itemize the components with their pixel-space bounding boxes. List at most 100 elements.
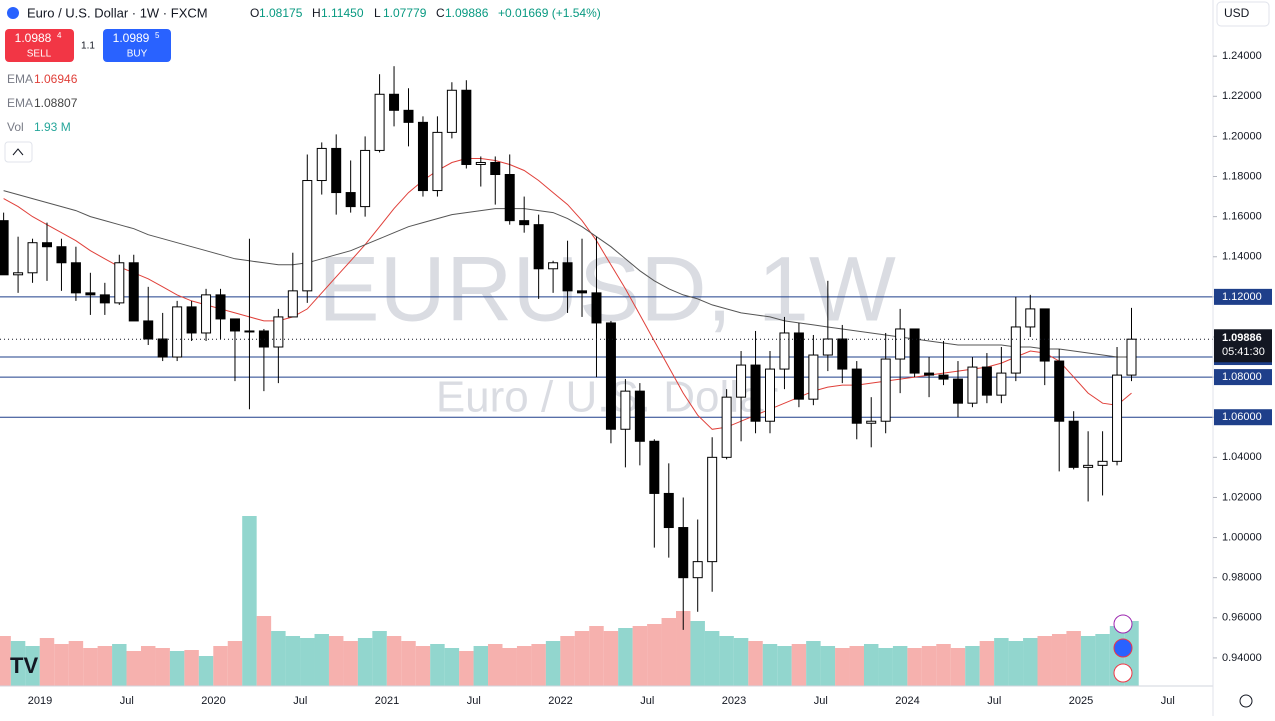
candle-body	[374, 93, 385, 151]
event-icon[interactable]	[1113, 614, 1133, 634]
sell-price: 1.0988	[15, 31, 52, 45]
volume-bar	[140, 646, 156, 686]
volume-bar	[1023, 638, 1038, 686]
event-icon[interactable]	[1113, 638, 1133, 658]
volume-bar	[516, 646, 532, 686]
volume-bar	[430, 644, 445, 686]
ohlc-key: O	[250, 6, 259, 20]
y-tick-label: 1.16000	[1222, 211, 1262, 223]
ohlc-header: O 1.08175 H 1.11450 L 1.07779 C 1.09886 +0.01669…	[250, 6, 601, 20]
volume-bar	[314, 634, 329, 686]
sell-button[interactable]	[5, 29, 74, 62]
volume-bar	[169, 651, 185, 686]
ohlc-value: 1.09886	[445, 6, 489, 20]
volume-bar	[835, 648, 850, 686]
x-tick-label: 2024	[895, 695, 919, 707]
level-tag	[1214, 409, 1272, 426]
volume-bar	[68, 641, 84, 686]
volume-bar	[762, 644, 778, 686]
volume-bar	[39, 638, 55, 686]
volume-bar	[227, 641, 243, 686]
volume-bar	[632, 626, 648, 686]
ohlc-change: +0.01669 (+1.54%)	[498, 6, 601, 20]
volume-bar	[386, 636, 402, 686]
candle-body	[1112, 374, 1123, 462]
candle-body	[562, 262, 573, 292]
y-tick-label: 0.98000	[1222, 572, 1262, 584]
volume-bar	[820, 646, 836, 686]
indicator-name: EMA	[7, 72, 33, 86]
candle-body	[403, 109, 414, 123]
candle-body	[793, 332, 804, 400]
y-tick-label: 0.94000	[1222, 652, 1262, 664]
candle-body	[331, 147, 342, 194]
candle-body	[157, 338, 168, 358]
sell-label: SELL	[27, 49, 52, 60]
volume-bar	[328, 636, 344, 686]
collapse-button[interactable]	[4, 141, 33, 163]
level-tag	[1214, 369, 1272, 386]
candle-body	[721, 396, 732, 458]
x-tick-label: Jul	[467, 695, 481, 707]
volume-bar	[950, 648, 966, 686]
candle-body	[663, 492, 674, 529]
volume-bar	[155, 648, 170, 686]
volume-bar	[343, 641, 358, 686]
volume-bar	[921, 646, 937, 686]
volume-bar	[777, 646, 792, 686]
candle-body	[316, 147, 327, 182]
ohlc-value: 1.07779	[383, 6, 427, 20]
volume-bar	[1080, 636, 1096, 686]
candle-body	[27, 242, 38, 274]
volume-bar	[372, 631, 387, 686]
volume-bar	[936, 644, 951, 686]
volume-bar	[54, 644, 69, 686]
volume-bar	[1095, 634, 1110, 686]
candle-body	[707, 456, 718, 563]
volume-bar	[502, 648, 517, 686]
level-tag	[1214, 288, 1272, 305]
volume-bar	[574, 631, 590, 686]
event-icon[interactable]	[1113, 663, 1133, 683]
candle-body	[287, 290, 298, 318]
volume-bar	[213, 646, 228, 686]
candle-body	[85, 292, 96, 296]
volume-bar	[25, 646, 40, 686]
collapse-icon	[12, 148, 24, 156]
level-label: 1.12000	[1222, 291, 1262, 303]
y-tick-label: 1.02000	[1222, 491, 1262, 503]
plot	[0, 66, 1213, 686]
settings-icon[interactable]	[1239, 694, 1253, 708]
currency-button[interactable]	[1216, 1, 1270, 27]
candle-body	[924, 372, 935, 376]
volume-bar	[444, 648, 460, 686]
volume-bar	[791, 644, 807, 686]
candle-body	[519, 220, 530, 226]
indicator-value: 1.93 M	[34, 120, 71, 134]
candle-body	[678, 527, 689, 579]
countdown: 05:41:30	[1222, 346, 1265, 358]
candle-body	[750, 364, 761, 422]
spread: 1.1	[81, 41, 95, 52]
indicator-value: 1.08807	[34, 96, 78, 110]
candle-body	[273, 316, 284, 348]
volume-bar	[97, 646, 113, 686]
volume-bar	[979, 641, 995, 686]
volume-bar	[256, 616, 272, 686]
candle-body	[1097, 460, 1108, 466]
candle-body	[215, 294, 226, 320]
x-tick-label: 2023	[722, 695, 746, 707]
candle-body	[952, 378, 963, 404]
candle-body	[620, 390, 631, 430]
volume-bar	[907, 648, 922, 686]
volume-bar	[0, 636, 11, 686]
last-price-tag	[1214, 329, 1272, 363]
candle-body	[1010, 326, 1021, 374]
volume-bar	[531, 644, 546, 686]
candle-body	[605, 322, 616, 430]
volume-bar	[1008, 641, 1024, 686]
buy-button[interactable]	[103, 29, 171, 62]
candle-body	[70, 262, 81, 294]
y-tick-label: 1.24000	[1222, 50, 1262, 62]
indicator-value: 1.06946	[34, 72, 78, 86]
